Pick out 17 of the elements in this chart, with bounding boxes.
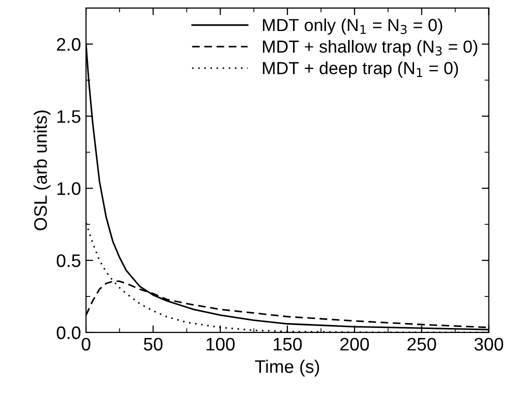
y-tick-label: 0.5 [56,254,80,268]
x-tick-label: 50 [144,338,162,351]
x-axis-title: Time (s) [255,360,320,377]
x-tick-label: 200 [340,338,369,351]
legend-label: MDT + deep trap (N$_{1}$ = 0) [262,62,458,78]
x-tick-label: 150 [274,338,302,351]
y-tick-label: 1.0 [57,182,80,196]
x-tick-label: 0 [82,338,90,351]
y-tick-label: 2.0 [56,38,80,51]
y-tick-label: 1.5 [57,110,80,123]
x-tick-label: 300 [474,338,504,351]
x-tick-label: 100 [206,338,235,351]
legend-label: MDT only (N$_{1}$ = N$_{3}$ = 0) [262,18,442,35]
y-tick-label: 0.0 [56,326,80,340]
legend-label: MDT + shallow trap (N$_{3}$ = 0) [262,40,478,56]
x-tick-label: 250 [408,338,436,351]
y-axis-title: OSL (arb units) [34,110,50,230]
